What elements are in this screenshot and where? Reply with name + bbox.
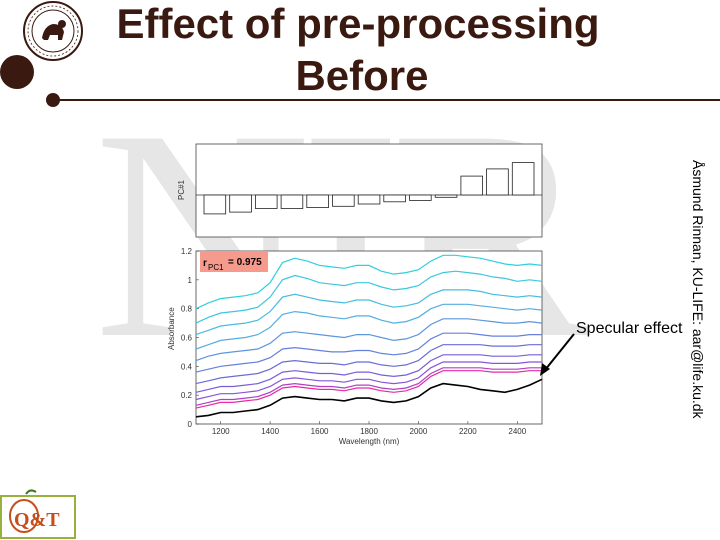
pc1-bar: [229, 194, 252, 213]
pc1-bar: [255, 194, 278, 209]
y-tick-label: 0.4: [181, 362, 193, 371]
correlation-r: r: [203, 258, 207, 269]
slide-subtitle: Before: [295, 52, 429, 99]
slide-title: Effect of pre-processing: [116, 0, 600, 47]
y-tick-label: 1.2: [181, 247, 193, 256]
correlation-box: [200, 252, 268, 272]
logo-text: Q&T: [14, 509, 60, 531]
spectrum-line-s8: [195, 354, 542, 393]
spectrum-line-s4: [195, 303, 543, 350]
y-tick-label: 0: [188, 420, 193, 429]
pc1-bar: [332, 194, 355, 207]
y-tick-label: 0.8: [181, 305, 193, 314]
pc1-bar: [460, 175, 483, 196]
qt-logo-icon: Q&T: [0, 489, 76, 539]
spectra-panel-frame: [195, 250, 543, 425]
pc1-bar: [511, 162, 535, 196]
x-tick-label: 1400: [261, 427, 279, 436]
spectrum-line-s5: [195, 318, 543, 362]
university-seal-icon: [23, 1, 83, 61]
pc1-bar: [306, 194, 329, 209]
decor-dot-large: [0, 55, 34, 89]
y-tick-label: 0.2: [181, 391, 193, 400]
spectrum-line-s9: [195, 361, 542, 401]
spectrum-line-s2: [195, 270, 543, 324]
y-axis-label: Absorbance: [167, 307, 176, 350]
spectrum-line-s12: [195, 378, 543, 418]
pc1-ylabel: PC#1: [177, 179, 186, 200]
specular-arrow: [540, 333, 575, 376]
title-rule: [54, 99, 720, 101]
correlation-subscript: PC1: [208, 263, 224, 272]
pc1-bar: [203, 194, 227, 215]
y-tick-label: 0.6: [181, 334, 193, 343]
x-tick-label: 2200: [459, 427, 477, 436]
spectra-figure: PC#1 0 0.2 0.4 0.6 0.8 1 1.2 1200 1400 1600 1800 2…: [167, 143, 543, 446]
x-tick-label: 2400: [508, 427, 526, 436]
x-tick-label: 2000: [410, 427, 428, 436]
spectrum-line-s6: [195, 332, 542, 373]
pc1-bar: [280, 194, 304, 209]
spectrum-line-s11: [195, 370, 542, 409]
author-credit: Åsmund Rinnan, KU-LIFE: aar@life.ku.dk: [690, 160, 706, 419]
decor-dot-small: [46, 93, 60, 107]
correlation-value: = 0.975: [228, 257, 262, 268]
spectrum-line-s3: [195, 289, 543, 336]
x-tick-label: 1600: [311, 427, 329, 436]
x-tick-label: 1200: [212, 427, 230, 436]
pc1-bar: [383, 194, 406, 203]
spectrum-line-s10: [195, 367, 542, 406]
spectrum-line-s1: [195, 254, 543, 310]
y-tick-label: 1: [188, 276, 193, 285]
pc1-bar: [434, 194, 458, 198]
x-axis-label: Wavelength (nm): [339, 437, 400, 446]
spectrum-line-s7: [195, 344, 542, 385]
pc1-bar: [486, 168, 509, 196]
x-tick-label: 1800: [360, 427, 378, 436]
specular-effect-label: Specular effect: [576, 320, 683, 337]
pc1-bar: [409, 194, 432, 201]
pc1-bar: [357, 194, 381, 205]
pc1-panel-frame: [195, 143, 543, 238]
